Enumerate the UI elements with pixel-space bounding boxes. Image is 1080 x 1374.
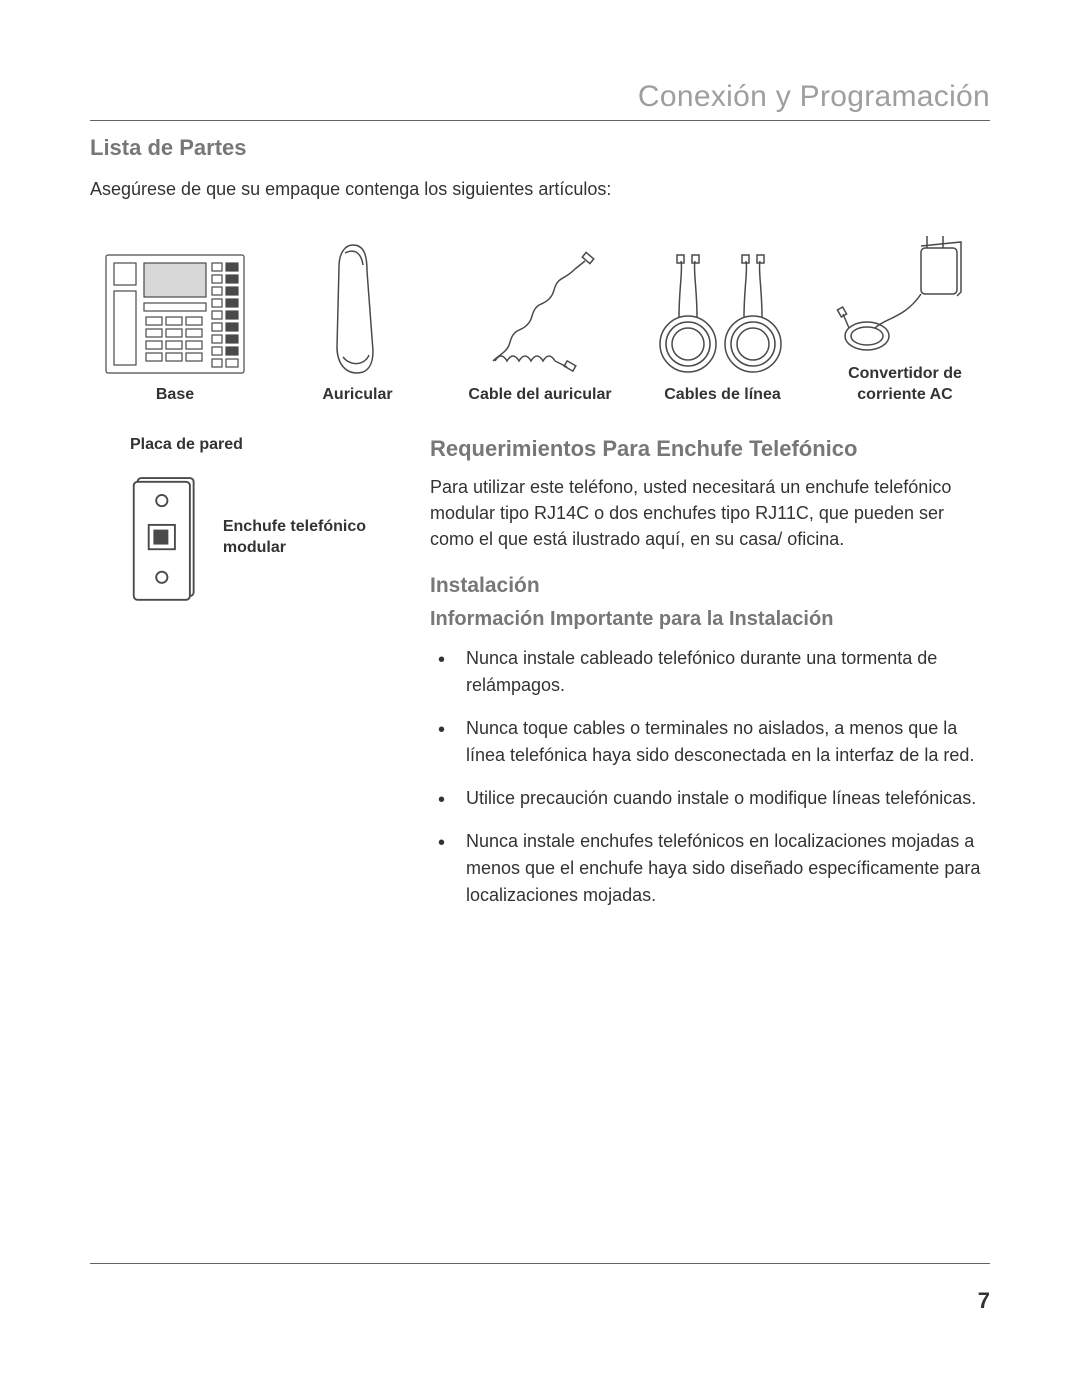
list-item: Nunca instale cableado telefónico durant…	[430, 645, 990, 699]
right-column: Requerimientos Para Enchufe Telefónico P…	[430, 436, 990, 925]
wallplate-icon	[130, 468, 205, 608]
wallplate-caption: Enchufe telefónico modular	[223, 517, 420, 559]
wallplate-column: Placa de pared Enchufe telefónico modula…	[90, 436, 430, 925]
requirements-title: Requerimientos Para Enchufe Telefónico	[430, 436, 990, 462]
line-cords-icon	[653, 249, 793, 379]
part-label: Cables de línea	[638, 385, 808, 406]
part-label: Convertidor de corriente AC	[820, 364, 990, 406]
part-ac-adapter: Convertidor de corriente AC	[820, 228, 990, 406]
page-number: 7	[978, 1288, 990, 1313]
list-item: Utilice precaución cuando instale o modi…	[430, 785, 990, 812]
list-item: Nunca toque cables o terminales no aisla…	[430, 715, 990, 769]
installation-bullets: Nunca instale cableado telefónico durant…	[430, 645, 990, 909]
coiled-cord-icon	[475, 249, 605, 379]
page: Conexión y Programación Lista de Partes …	[0, 0, 1080, 1374]
lower-section: Placa de pared Enchufe telefónico modula…	[90, 436, 990, 925]
ac-adapter-icon	[835, 228, 975, 358]
part-handset-cord: Cable del auricular	[455, 249, 625, 406]
part-base: Base	[90, 249, 260, 406]
part-handset: Auricular	[273, 239, 443, 406]
parts-list-intro: Asegúrese de que su empaque contenga los…	[90, 179, 990, 200]
wallplate-title: Placa de pared	[130, 436, 420, 454]
requirements-text: Para utilizar este teléfono, usted neces…	[430, 474, 990, 552]
header-title: Conexión y Programación	[90, 80, 990, 121]
part-line-cords: Cables de línea	[638, 249, 808, 406]
part-label: Cable del auricular	[455, 385, 625, 406]
base-icon	[100, 249, 250, 379]
page-footer: 7	[90, 1263, 990, 1314]
parts-row: Base Auricular	[90, 228, 990, 406]
list-item: Nunca instale enchufes telefónicos en lo…	[430, 828, 990, 909]
part-label: Base	[90, 385, 260, 406]
parts-list-title: Lista de Partes	[90, 135, 990, 161]
handset-icon	[323, 239, 393, 379]
part-label: Auricular	[273, 385, 443, 406]
installation-title: Instalación	[430, 574, 990, 598]
wallplate-row: Enchufe telefónico modular	[130, 468, 420, 608]
installation-subtitle: Información Importante para la Instalaci…	[430, 608, 990, 631]
